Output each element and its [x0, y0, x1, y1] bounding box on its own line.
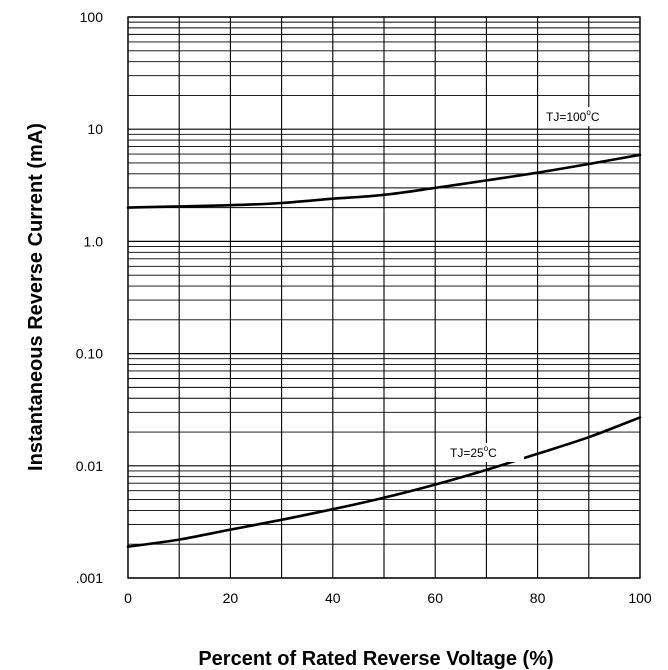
tick-labels: 0 20 40 60 80 100 .001 0.01 0.10 1.0 10 100	[76, 9, 652, 606]
series-label-bg	[542, 107, 620, 126]
x-axis-title: Percent of Rated Reverse Voltage (%)	[198, 648, 553, 670]
series-label-tj25: TJ=25oC	[450, 444, 497, 460]
series-label-bg	[446, 443, 524, 462]
y-tick-label: 1.0	[84, 233, 104, 249]
series	[126, 153, 642, 548]
plot-border	[127, 16, 641, 579]
y-tick-label: 0.10	[76, 346, 103, 362]
x-tick-label: 20	[223, 590, 239, 606]
x-tick-label: 0	[124, 590, 132, 606]
y-tick-label: 0.01	[76, 458, 103, 474]
y-tick-label: 10	[87, 121, 103, 137]
y-axis-title: Instantaneous Reverse Current (mA)	[25, 123, 47, 471]
series-labels: TJ=100oC TJ=25oC	[446, 107, 620, 462]
series-line-tj25	[126, 416, 642, 548]
y-tick-label: 100	[80, 9, 104, 25]
series-line-tj100	[126, 153, 642, 209]
y-tick-label: .001	[76, 570, 103, 586]
x-tick-label: 60	[427, 590, 443, 606]
x-tick-label: 40	[325, 590, 341, 606]
x-tick-label: 100	[628, 590, 652, 606]
grid	[127, 16, 641, 579]
x-tick-label: 80	[530, 590, 546, 606]
series-label-tj100: TJ=100oC	[546, 108, 600, 124]
